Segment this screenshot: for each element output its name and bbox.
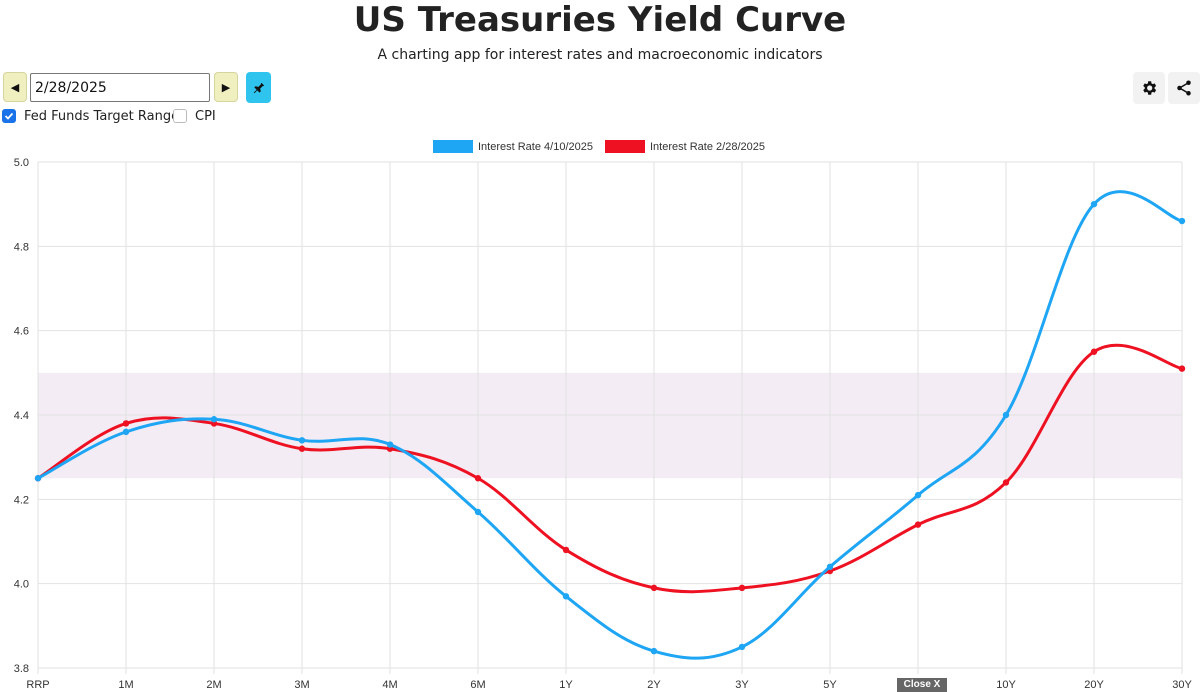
x-tick-label: 4M <box>382 679 397 691</box>
x-tick-label: 6M <box>470 679 485 691</box>
next-date-button[interactable]: ▶ <box>214 72 238 102</box>
page-title: US Treasuries Yield Curve <box>353 0 847 40</box>
data-point <box>298 437 306 444</box>
data-point <box>1178 217 1186 225</box>
legend-label: Interest Rate 4/10/2025 <box>478 141 593 153</box>
data-point <box>474 508 482 516</box>
checkbox-checked[interactable] <box>2 109 16 123</box>
data-point <box>34 475 42 482</box>
y-tick-label: 4.4 <box>14 410 29 422</box>
fed-funds-label: Fed Funds Target Range <box>24 108 180 124</box>
y-tick-label: 4.0 <box>14 579 29 591</box>
share-icon <box>1177 80 1191 96</box>
y-tick-label: 4.2 <box>14 494 29 506</box>
data-point <box>122 428 130 436</box>
data-point <box>562 593 570 600</box>
x-tick-label: 5Y <box>823 679 837 691</box>
x-tick-label: RRP <box>26 679 49 691</box>
fed-funds-band <box>38 372 1182 479</box>
date-input[interactable] <box>30 73 210 102</box>
x-tick-label: 30Y <box>1172 679 1192 691</box>
data-point <box>914 521 922 528</box>
data-point <box>1090 348 1098 355</box>
triangle-left-icon: ◀ <box>10 80 20 94</box>
legend-swatch <box>605 140 645 153</box>
pin-icon <box>253 82 264 93</box>
data-point <box>1090 200 1098 208</box>
data-point <box>826 563 834 570</box>
y-tick-label: 3.8 <box>14 663 29 675</box>
data-point <box>914 491 922 499</box>
data-point <box>1002 479 1010 486</box>
check-icon <box>4 112 14 120</box>
series-line <box>37 190 1183 660</box>
y-tick-label: 4.8 <box>14 241 29 253</box>
x-tick-label: 2M <box>206 679 221 691</box>
data-point <box>474 475 482 482</box>
x-tick-label: 2Y <box>647 679 661 691</box>
legend-label: Interest Rate 2/28/2025 <box>650 141 765 153</box>
data-point <box>298 445 306 452</box>
data-point <box>562 546 570 554</box>
data-point <box>122 420 130 427</box>
x-tick-label: 20Y <box>1084 679 1104 691</box>
data-point <box>1002 411 1010 419</box>
share-button[interactable] <box>1168 72 1200 104</box>
data-point <box>650 647 658 655</box>
previous-date-button[interactable]: ◀ <box>3 72 27 102</box>
gear-icon <box>1143 81 1157 95</box>
data-point <box>1178 365 1186 372</box>
data-point <box>386 441 394 448</box>
x-tick-label: 10Y <box>996 679 1016 691</box>
cpi-toggle[interactable]: CPI <box>173 107 216 125</box>
y-tick-label: 4.6 <box>14 326 29 338</box>
x-tick-label: 3M <box>294 679 309 691</box>
x-tick-label: 3Y <box>735 679 749 691</box>
yield-curve-chart: 3.8 4.0 4.2 4.4 4.6 4.8 5.0 RRP 1M 2M 3M 4M 6M 1Y 2Y 3Y… <box>14 140 1192 691</box>
data-point <box>738 584 746 592</box>
data-point <box>738 643 746 651</box>
checkbox-unchecked[interactable] <box>173 109 187 123</box>
data-point <box>210 416 218 423</box>
data-point <box>650 584 658 592</box>
pin-button[interactable] <box>246 72 271 103</box>
close-button[interactable]: Close X <box>897 678 947 692</box>
legend-swatch <box>433 140 473 153</box>
y-tick-label: 5.0 <box>14 157 29 169</box>
x-tick-label: 1M <box>118 679 133 691</box>
triangle-right-icon: ▶ <box>221 80 231 94</box>
settings-button[interactable] <box>1133 72 1165 104</box>
fed-funds-toggle[interactable]: Fed Funds Target Range <box>2 107 179 125</box>
page-subtitle: A charting app for interest rates and ma… <box>377 47 823 63</box>
cpi-label: CPI <box>195 108 216 124</box>
x-tick-label: 1Y <box>559 679 573 691</box>
